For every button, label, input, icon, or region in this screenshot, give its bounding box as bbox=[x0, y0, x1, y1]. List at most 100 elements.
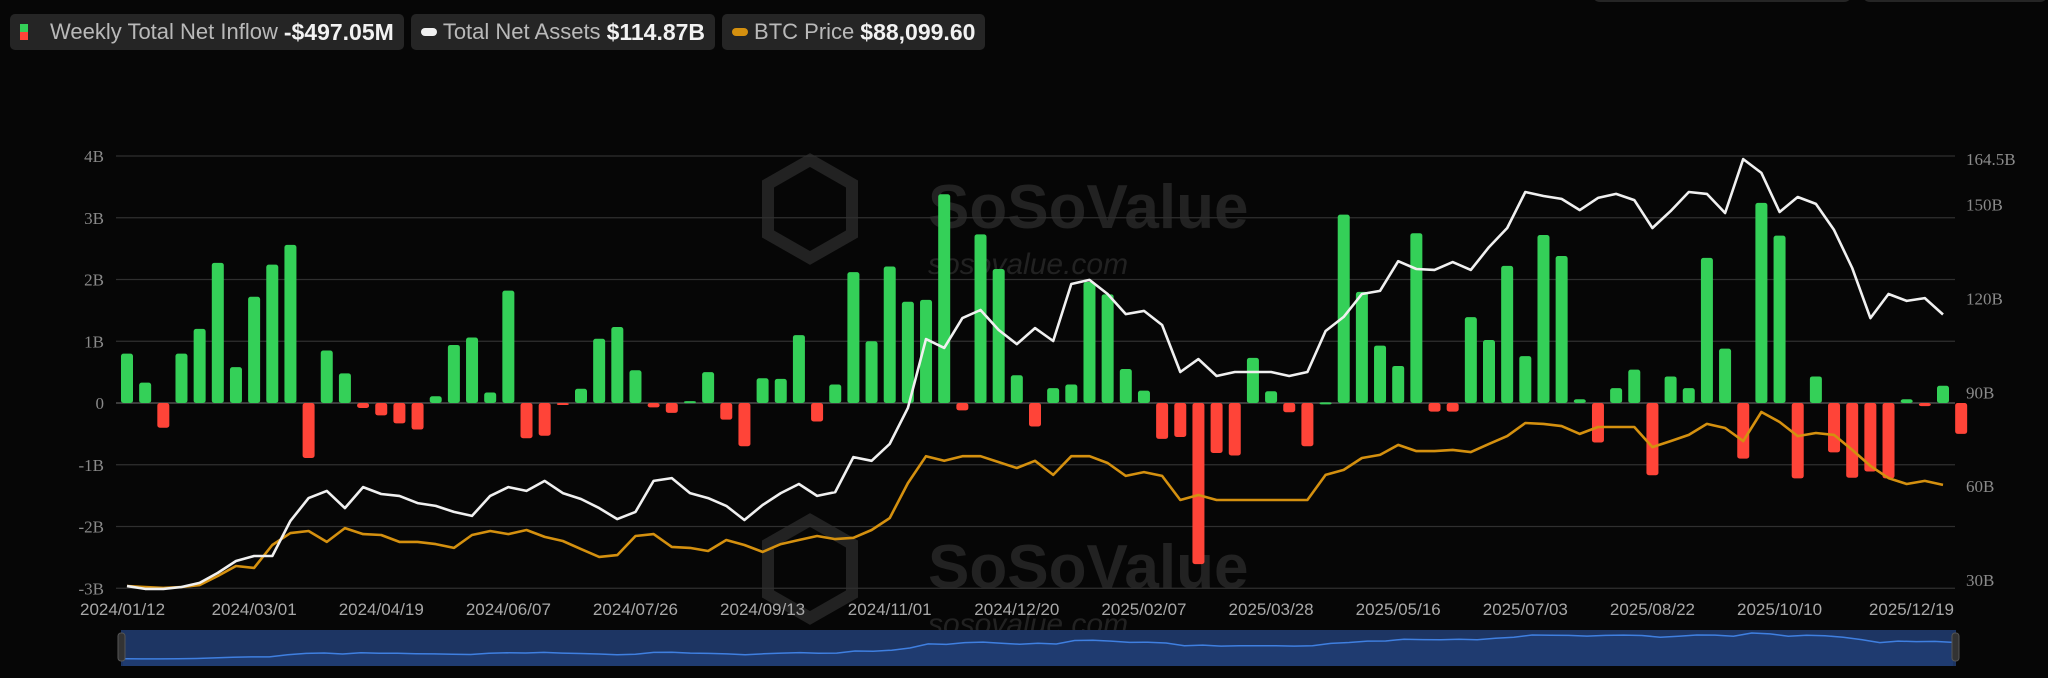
inflow-bar[interactable] bbox=[1228, 403, 1241, 456]
inflow-bar[interactable] bbox=[974, 234, 987, 403]
inflow-bar[interactable] bbox=[1773, 235, 1786, 403]
navigator-right-handle[interactable] bbox=[1951, 632, 1960, 662]
inflow-bar[interactable] bbox=[556, 403, 569, 405]
inflow-bar[interactable] bbox=[811, 403, 824, 422]
inflow-bar[interactable] bbox=[575, 388, 587, 403]
inflow-bar[interactable] bbox=[248, 296, 261, 403]
inflow-bar[interactable] bbox=[1700, 257, 1713, 403]
range-navigator[interactable] bbox=[117, 630, 1960, 666]
inflow-bar[interactable] bbox=[1555, 256, 1568, 403]
inflow-bar[interactable] bbox=[1791, 403, 1804, 479]
inflow-bar[interactable] bbox=[429, 396, 442, 403]
inflow-bar[interactable] bbox=[1137, 390, 1150, 403]
inflow-bar[interactable] bbox=[1682, 388, 1695, 403]
inflow-bar[interactable] bbox=[1755, 202, 1768, 403]
inflow-bar[interactable] bbox=[1864, 403, 1877, 472]
legend-item-weekly-inflow[interactable]: Weekly Total Net Inflow -$497.05M bbox=[10, 14, 404, 50]
inflow-bar[interactable] bbox=[1392, 365, 1405, 403]
inflow-bar[interactable] bbox=[1428, 403, 1441, 412]
inflow-bar[interactable] bbox=[1809, 376, 1822, 403]
inflow-bar[interactable] bbox=[139, 382, 152, 403]
inflow-bar[interactable] bbox=[1446, 403, 1459, 412]
inflow-bar[interactable] bbox=[1047, 388, 1060, 403]
inflow-bar[interactable] bbox=[484, 392, 497, 403]
inflow-bar[interactable] bbox=[266, 264, 279, 403]
inflow-bar[interactable] bbox=[665, 403, 678, 413]
inflow-bar[interactable] bbox=[338, 373, 351, 403]
inflow-bar[interactable] bbox=[175, 353, 188, 403]
inflow-bar[interactable] bbox=[520, 403, 533, 439]
inflow-bar[interactable] bbox=[357, 403, 370, 408]
inflow-bar[interactable] bbox=[1483, 340, 1495, 403]
inflow-bar[interactable] bbox=[1591, 403, 1604, 443]
inflow-bar[interactable] bbox=[211, 262, 224, 403]
inflow-bar[interactable] bbox=[738, 403, 751, 447]
top-tab-1[interactable] bbox=[1592, 0, 1852, 2]
inflow-bar[interactable] bbox=[756, 378, 769, 403]
inflow-bar[interactable] bbox=[1410, 233, 1423, 403]
inflow-bar[interactable] bbox=[593, 338, 606, 403]
inflow-bar[interactable] bbox=[1265, 391, 1278, 403]
top-tab-2[interactable] bbox=[1862, 0, 2048, 2]
inflow-bar[interactable] bbox=[1301, 403, 1314, 447]
inflow-bar[interactable] bbox=[284, 244, 297, 403]
inflow-bar[interactable] bbox=[1319, 402, 1332, 405]
inflow-bar[interactable] bbox=[1283, 403, 1296, 413]
inflow-bar[interactable] bbox=[1937, 385, 1949, 403]
inflow-bar[interactable] bbox=[865, 341, 878, 403]
inflow-bar[interactable] bbox=[1192, 403, 1205, 565]
legend-item-btc-price[interactable]: BTC Price $88,099.60 bbox=[722, 14, 986, 50]
inflow-bar[interactable] bbox=[1719, 348, 1732, 403]
inflow-bar[interactable] bbox=[1464, 317, 1477, 403]
inflow-bar[interactable] bbox=[447, 344, 460, 403]
inflow-bar[interactable] bbox=[1156, 403, 1169, 439]
inflow-bar[interactable] bbox=[1119, 369, 1132, 403]
inflow-bar[interactable] bbox=[466, 337, 479, 403]
inflow-bar[interactable] bbox=[320, 350, 333, 403]
inflow-bar[interactable] bbox=[1174, 403, 1187, 437]
inflow-bar[interactable] bbox=[683, 401, 696, 404]
inflow-bar[interactable] bbox=[393, 403, 406, 424]
btc-price-line[interactable] bbox=[126, 410, 1944, 590]
inflow-bar[interactable] bbox=[1337, 214, 1350, 403]
inflow-bar[interactable] bbox=[1101, 294, 1114, 403]
inflow-bar[interactable] bbox=[1210, 403, 1223, 454]
inflow-bar[interactable] bbox=[1882, 403, 1895, 479]
inflow-bar[interactable] bbox=[1010, 375, 1023, 403]
total-net-assets-line[interactable] bbox=[126, 157, 1944, 591]
inflow-bar[interactable] bbox=[774, 378, 787, 403]
inflow-bar[interactable] bbox=[502, 290, 515, 403]
inflow-bar[interactable] bbox=[375, 403, 388, 416]
inflow-bar[interactable] bbox=[702, 372, 715, 403]
inflow-bar[interactable] bbox=[1501, 265, 1514, 403]
inflow-bar[interactable] bbox=[1628, 369, 1641, 403]
inflow-bar[interactable] bbox=[720, 403, 733, 420]
inflow-bar[interactable] bbox=[1846, 403, 1859, 478]
inflow-bar[interactable] bbox=[1610, 388, 1623, 403]
inflow-bar[interactable] bbox=[883, 266, 896, 403]
inflow-bar[interactable] bbox=[411, 403, 424, 430]
inflow-bar[interactable] bbox=[1828, 403, 1841, 453]
inflow-bar[interactable] bbox=[1900, 399, 1913, 403]
inflow-bar[interactable] bbox=[1664, 376, 1677, 403]
inflow-bar[interactable] bbox=[538, 403, 551, 436]
inflow-bar[interactable] bbox=[1737, 403, 1750, 459]
inflow-bar[interactable] bbox=[647, 403, 660, 408]
inflow-bar[interactable] bbox=[1519, 356, 1532, 403]
inflow-bar[interactable] bbox=[901, 301, 914, 403]
inflow-bar[interactable] bbox=[992, 269, 1005, 403]
inflow-bar[interactable] bbox=[1065, 384, 1078, 403]
inflow-bar[interactable] bbox=[1918, 403, 1931, 407]
series-lines[interactable] bbox=[126, 157, 1944, 591]
inflow-bar[interactable] bbox=[1029, 403, 1041, 427]
navigator-left-handle[interactable] bbox=[117, 632, 126, 662]
inflow-bar[interactable] bbox=[847, 272, 860, 403]
inflow-bar[interactable] bbox=[829, 384, 842, 403]
inflow-bar[interactable] bbox=[956, 403, 969, 411]
legend-item-total-net-assets[interactable]: Total Net Assets $114.87B bbox=[410, 14, 716, 50]
inflow-bar[interactable] bbox=[1083, 281, 1096, 403]
inflow-bar[interactable] bbox=[1374, 345, 1387, 403]
inflow-bar[interactable] bbox=[920, 299, 933, 403]
inflow-bar[interactable] bbox=[121, 353, 133, 403]
